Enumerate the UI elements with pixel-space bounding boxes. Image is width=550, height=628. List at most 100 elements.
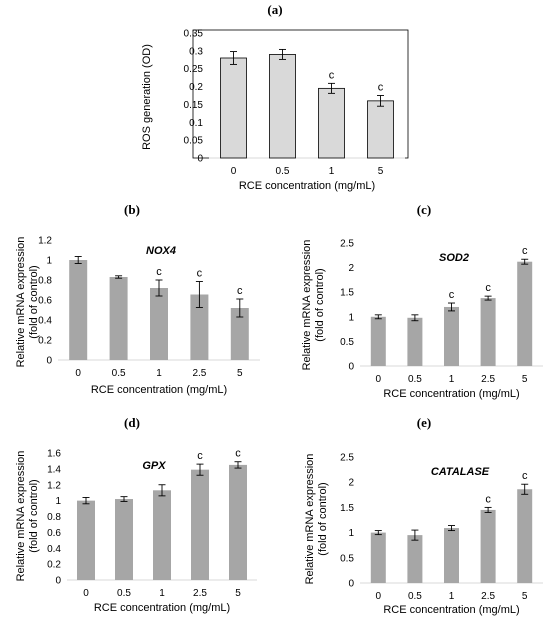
panel-a-bar	[367, 100, 394, 159]
panel-e-xlabel: RCE concentration (mg/mL)	[383, 604, 519, 616]
panel-a-significance-letter: c	[378, 82, 384, 94]
panel-b-xlabel: RCE concentration (mg/mL)	[91, 384, 227, 396]
panel-a-ytick-label: 0.1	[189, 118, 203, 129]
panel-b-ytick-label: 1.2	[38, 236, 52, 247]
panel-d-ytick-label: 0.2	[47, 560, 61, 571]
panel-d-bar	[229, 464, 247, 580]
panel-d-ytick-label: 1	[55, 496, 61, 507]
panel-b-bar	[69, 260, 88, 360]
panel-e-xtick-label: 0.5	[408, 591, 422, 602]
panel-c-title: SOD2	[439, 252, 469, 264]
panel-c-ytick-label: 2	[348, 263, 354, 274]
panel-b-xtick-label: 2.5	[192, 368, 206, 379]
panel-e-xtick-label: 1	[449, 591, 455, 602]
panel-a-ytick-label: 0.15	[184, 100, 204, 111]
panel-b-title: NOX4	[146, 245, 176, 257]
panel-c-ytick-label: 1	[348, 312, 354, 323]
panel-d-ytick-label: 1.2	[47, 480, 61, 491]
panel-e-ylabel: (fold of control)	[317, 482, 329, 555]
panel-d-xtick-label: 2.5	[193, 588, 207, 599]
panel-d-ytick-label: 1.4	[47, 464, 61, 475]
panel-a-xtick-label: 0	[231, 166, 237, 177]
panel-c-chart: (c) 0 0.5 1 1.5 2 2.5 0 0.5 c 1 c 2.5 c 5 SOD2 RCE conce…	[301, 202, 543, 400]
panel-e-bar	[444, 528, 459, 583]
panel-d-bar	[115, 499, 133, 580]
panel-d-ytick-label: 0	[55, 576, 61, 587]
panel-e-ytick-label: 1.5	[340, 503, 354, 514]
panel-c-ytick-label: 0	[348, 362, 354, 373]
panel-c-significance-letter: c	[449, 289, 455, 301]
panel-e-ytick-label: 0.5	[340, 553, 354, 564]
panel-d-ylabel: (fold of control)	[28, 479, 40, 552]
panel-e-xtick-label: 5	[522, 591, 528, 602]
panel-c-bar	[407, 317, 423, 366]
panel-a-xtick-label: 5	[378, 166, 384, 177]
panel-b-ylabel: Relative mRNA expression	[15, 237, 27, 368]
panel-e-ytick-label: 2	[348, 478, 354, 489]
panel-d-xtick-label: 0	[83, 588, 89, 599]
panel-b-ytick-label: 0	[46, 356, 52, 367]
panel-a-ylabel: ROS generation (OD)	[141, 44, 153, 150]
panel-d-bar	[153, 490, 171, 580]
panel-b-bar	[150, 288, 168, 360]
panel-c-ytick-label: 1.5	[340, 288, 354, 299]
panel-a-label: (a)	[267, 2, 282, 17]
panel-e-xtick-label: 0	[376, 591, 382, 602]
panel-b-label: (b)	[124, 202, 140, 217]
panel-a-bar	[318, 87, 345, 159]
panel-d-ytick-label: 0.8	[47, 512, 61, 523]
panel-b-bar	[230, 308, 249, 360]
panel-e-bar	[370, 532, 386, 583]
panel-b-ytick-label: 0.6	[38, 296, 52, 307]
panel-b-ytick-label: 1	[46, 256, 52, 267]
panel-e-xtick-label: 2.5	[481, 591, 495, 602]
panel-d-ytick-label: 1.6	[47, 449, 61, 460]
panel-e-ytick-label: 1	[348, 528, 354, 539]
panel-c-bar	[517, 261, 533, 366]
panel-b-xtick-label: 5	[237, 368, 243, 379]
panel-b-xtick-label: 0.5	[112, 368, 126, 379]
panel-e-significance-letter: c	[522, 470, 528, 482]
panel-d-xtick-label: 5	[235, 588, 241, 599]
panel-a-ytick-label: 0.25	[184, 64, 204, 75]
panel-d-bar	[77, 500, 95, 580]
panel-e-bar	[480, 509, 496, 583]
panel-b-significance-letter: c	[197, 268, 203, 280]
panel-a-bar	[220, 57, 247, 159]
panel-c-xtick-label: 0.5	[408, 374, 422, 385]
panel-d-ytick-label: 0.6	[47, 528, 61, 539]
panel-e-label: (e)	[417, 415, 431, 430]
panel-e-ytick-label: 2.5	[340, 453, 354, 464]
panel-e-bar	[517, 489, 533, 583]
panel-b-ytick-label: 0.8	[38, 276, 52, 287]
panel-a-xtick-label: 1	[329, 166, 335, 177]
panel-e-significance-letter: c	[485, 493, 491, 505]
panel-e-title: CATALASE	[431, 466, 490, 478]
panel-e-chart: (e) 0 0.5 1 1.5 2 2.5 0 0.5 1 c 2.5 c 5 CATALASE RCE co…	[304, 415, 543, 616]
panel-b-ytick-label: 0.4	[38, 316, 52, 327]
panel-a-ytick-label: 0.2	[189, 82, 203, 93]
panel-d-label: (d)	[124, 415, 140, 430]
panel-c-xtick-label: 0	[376, 374, 382, 385]
panel-b-xtick-label: 1	[156, 368, 162, 379]
panel-c-bar	[444, 306, 459, 366]
panel-c-ylabel: (fold of control)	[314, 268, 326, 341]
panel-d-xtick-label: 1	[159, 588, 165, 599]
panel-c-xtick-label: 5	[522, 374, 528, 385]
panel-b-bar	[190, 294, 209, 360]
panel-c-ytick-label: 2.5	[340, 239, 354, 250]
panel-a-ytick-label: 0.3	[189, 46, 203, 57]
panel-b-ytick-label: 0.2	[38, 336, 52, 347]
panel-c-xtick-label: 1	[449, 374, 455, 385]
panel-b-ylabel: (fold of control)	[28, 265, 40, 338]
panel-a-xtick-label: 0.5	[276, 166, 290, 177]
panel-e-bar	[407, 535, 423, 583]
panel-b-chart: (b) 0 0.2 0.4 0.6 0.8 1 1.2 0 0.5 c 1 c 2.5 c 5 NOX4 RCE …	[15, 202, 260, 396]
panel-b-bar	[109, 277, 128, 360]
panel-c-bar	[370, 316, 386, 366]
panel-d-significance-letter: c	[197, 450, 203, 462]
panel-d-title: GPX	[142, 460, 166, 472]
panel-d-xlabel: RCE concentration (mg/mL)	[94, 602, 230, 614]
panel-e-ytick-label: 0	[348, 579, 354, 590]
panel-d-significance-letter: c	[235, 448, 241, 460]
